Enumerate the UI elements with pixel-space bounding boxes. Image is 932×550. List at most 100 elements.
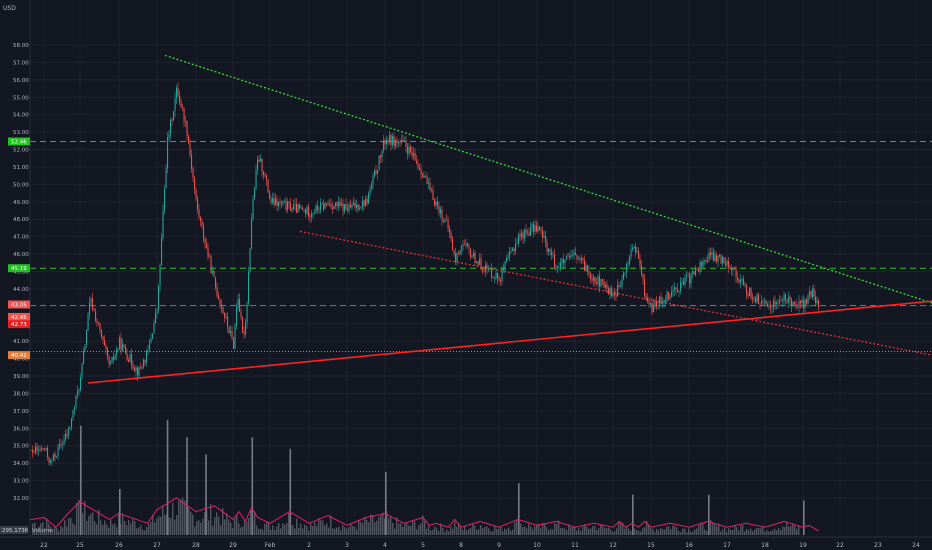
volume-bar <box>302 528 304 535</box>
y-tick-label: 32.00 <box>13 496 29 502</box>
volume-bar <box>702 522 704 535</box>
candle-body <box>101 329 103 337</box>
volume-bar <box>166 513 168 535</box>
candle-body <box>722 257 724 264</box>
volume-bar <box>212 525 214 535</box>
candle-body <box>234 324 236 349</box>
volume-bar <box>642 528 644 535</box>
volume-bar <box>630 530 632 535</box>
candle-body <box>630 249 632 257</box>
volume-bar <box>356 529 358 535</box>
candle-body <box>792 302 794 307</box>
candle-body <box>585 265 587 271</box>
candle-body <box>195 189 197 200</box>
volume-bar <box>210 504 212 535</box>
candle-body <box>513 248 515 252</box>
candle-body <box>642 273 644 279</box>
candle-body <box>113 357 115 360</box>
price-badge: 45.19 <box>8 264 30 273</box>
candle-body <box>671 291 673 297</box>
volume-bar <box>364 517 366 535</box>
time-axis[interactable] <box>0 537 932 550</box>
volume-bar <box>674 525 676 535</box>
candle-body <box>524 229 526 239</box>
candle-body <box>347 208 349 211</box>
volume-bar <box>522 527 524 535</box>
candle-body <box>695 268 697 275</box>
volume-bar <box>640 531 642 535</box>
candle-body <box>563 259 565 264</box>
volume-bar <box>752 531 754 535</box>
volume-bar <box>144 530 146 535</box>
candle-body <box>387 140 389 143</box>
volume-bar <box>476 530 478 535</box>
volume-bar <box>308 530 310 535</box>
candle-body <box>426 176 428 184</box>
candle-body <box>542 230 544 238</box>
candle-body <box>321 202 323 204</box>
x-tick-label: 5 <box>421 542 425 549</box>
candle-body <box>57 446 59 457</box>
volume-bar <box>282 523 284 535</box>
y-tick-label: 50.00 <box>13 182 29 188</box>
volume-bar <box>728 528 730 535</box>
volume-bar <box>410 525 412 535</box>
volume-bar <box>688 528 690 535</box>
volume-bar <box>388 518 390 535</box>
volume-bar <box>484 526 486 535</box>
candle-body <box>237 298 239 307</box>
candle-body <box>470 248 472 258</box>
volume-bar <box>48 523 50 535</box>
candle-body <box>596 283 598 285</box>
volume-bar <box>558 520 560 535</box>
price-axis[interactable] <box>0 0 30 550</box>
candle-body <box>483 271 485 272</box>
candle-body <box>564 259 566 264</box>
candle-body <box>174 98 176 112</box>
volume-bar <box>678 531 680 535</box>
volume-bar <box>182 497 184 535</box>
y-tick-label: 46.00 <box>13 252 29 258</box>
volume-bar <box>350 523 352 535</box>
candle-body <box>602 279 604 281</box>
candle-body <box>41 448 43 451</box>
candle-body <box>221 304 223 308</box>
candle-body <box>605 284 607 288</box>
candle-body <box>717 256 719 262</box>
candle-body <box>246 303 248 323</box>
candle-body <box>572 255 574 256</box>
volume-bar <box>192 514 194 535</box>
volume-bar <box>578 528 580 535</box>
volume-bar <box>328 527 330 535</box>
volume-bar <box>482 528 484 535</box>
volume-bar <box>548 530 550 535</box>
candle-body <box>519 234 521 237</box>
candle-body <box>155 312 157 323</box>
volume-bar <box>570 527 572 535</box>
candle-body <box>540 228 542 231</box>
volume-bar <box>516 519 518 535</box>
candle-body <box>42 448 44 450</box>
candle-body <box>119 337 121 349</box>
candle-body <box>378 155 380 170</box>
candle-body <box>138 367 140 376</box>
candle-body <box>261 158 263 172</box>
y-tick-label: 48.00 <box>13 217 29 223</box>
candle-body <box>285 201 287 210</box>
candle-body <box>200 217 202 221</box>
volume-bar <box>490 531 492 535</box>
candle-body <box>147 349 149 351</box>
y-tick-label: 56.00 <box>13 78 29 84</box>
candle-body <box>375 170 377 174</box>
volume-bar <box>776 530 778 535</box>
volume-bar <box>434 526 436 535</box>
volume-bar <box>160 516 162 535</box>
candle-body <box>390 135 392 145</box>
candle-body <box>425 176 427 177</box>
candle-body <box>533 224 535 232</box>
candle-body <box>416 160 418 164</box>
volume-bar <box>322 520 324 535</box>
candle-body <box>122 344 124 351</box>
volume-bar <box>400 523 402 535</box>
